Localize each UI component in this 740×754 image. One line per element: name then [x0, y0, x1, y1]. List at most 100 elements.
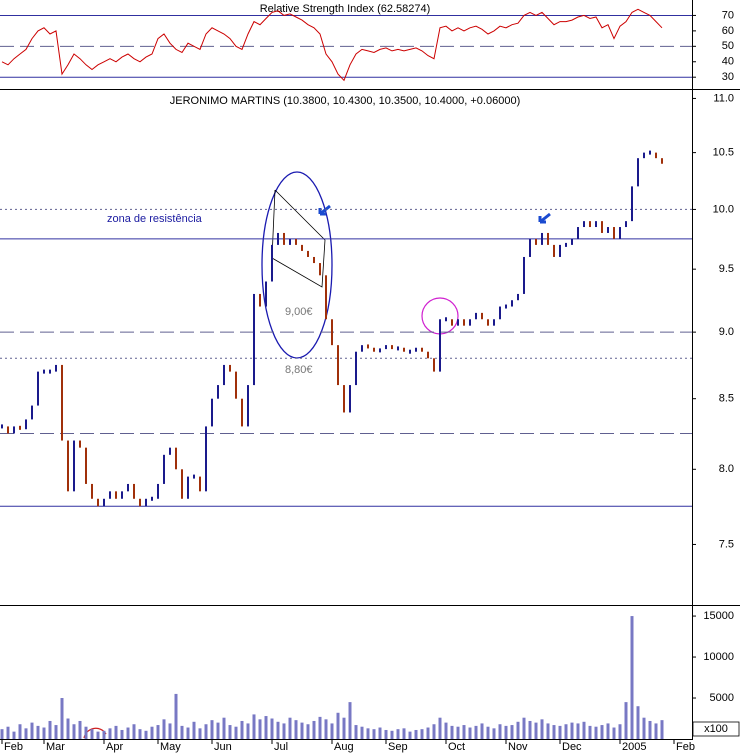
volume-bar	[648, 720, 652, 739]
volume-bar	[636, 706, 640, 739]
volume-bar	[36, 725, 40, 739]
volume-bar	[294, 720, 298, 739]
volume-bar	[390, 730, 394, 739]
x-tick-label: Feb	[676, 741, 695, 753]
y-tick-label: 8.0	[719, 463, 734, 475]
volume-bar	[78, 720, 82, 739]
x-tick-label: Jun	[214, 741, 232, 753]
volume-bar	[420, 729, 424, 739]
volume-bar	[462, 725, 466, 739]
volume-bar	[492, 728, 496, 739]
arrow	[538, 212, 551, 224]
volume-bar	[246, 723, 250, 739]
volume-bar	[432, 724, 436, 739]
volume-bar	[324, 719, 328, 739]
volume-bar	[528, 720, 532, 739]
y-tick-label: 60	[722, 25, 734, 37]
volume-bar	[582, 721, 586, 739]
volume-bar	[258, 719, 262, 739]
volume-bar	[606, 723, 610, 739]
volume-bar	[0, 729, 4, 739]
volume-bar	[282, 723, 286, 739]
x-tick-label: 2005	[622, 741, 646, 753]
volume-bar	[600, 725, 604, 739]
volume-bar	[234, 726, 238, 739]
volume-bar	[402, 728, 406, 739]
volume-bar	[570, 722, 574, 739]
volume-bar	[156, 725, 160, 739]
volume-bar	[48, 720, 52, 739]
volume-bar	[450, 725, 454, 739]
volume-bar	[126, 727, 130, 739]
annotation: 8,80€	[285, 364, 313, 376]
volume-bar	[174, 693, 178, 739]
volume-bar	[546, 723, 550, 739]
volume-bar	[558, 725, 562, 739]
volume-bar	[210, 720, 214, 739]
volume-bar	[372, 729, 376, 739]
volume-bar	[240, 720, 244, 739]
volume-bar	[426, 727, 430, 739]
x-tick-label: Mar	[46, 741, 65, 753]
price-title: JERONIMO MARTINS (10.3800, 10.4300, 10.3…	[170, 95, 520, 107]
volume-bar	[396, 729, 400, 739]
unit-box	[692, 721, 740, 737]
volume-bar	[540, 719, 544, 739]
volume-bar	[144, 730, 148, 739]
volume-bar	[192, 721, 196, 739]
volume-bar	[498, 724, 502, 739]
flag-pattern	[271, 189, 326, 288]
volume-bar	[366, 728, 370, 739]
volume-bar	[384, 729, 388, 739]
y-tick-label: 10.0	[713, 203, 734, 215]
x-tick-label: May	[160, 741, 181, 753]
volume-bar	[198, 728, 202, 739]
volume-bar	[204, 724, 208, 739]
volume-bar	[114, 725, 118, 739]
volume-bar	[552, 725, 556, 739]
volume-bar	[288, 717, 292, 739]
volume-bar	[624, 702, 628, 739]
volume-bar	[168, 723, 172, 739]
volume-bar	[60, 698, 64, 739]
volume-bar	[516, 721, 520, 739]
volume-bar	[594, 726, 598, 739]
volume-bar	[138, 729, 142, 739]
volume-bar	[468, 727, 472, 739]
y-tick-label: 15000	[703, 610, 734, 622]
volume-bar	[480, 723, 484, 739]
volume-bar	[102, 730, 106, 739]
y-tick-label: 5000	[710, 692, 734, 704]
volume-bar	[342, 717, 346, 739]
annotation: zona de resistência	[107, 213, 203, 225]
volume-bar	[534, 722, 538, 739]
volume-bar	[222, 717, 226, 739]
volume-bar	[348, 702, 352, 739]
volume-bar	[108, 728, 112, 739]
volume-bar	[612, 727, 616, 739]
x-tick-label: Dec	[562, 741, 582, 753]
volume-bar	[84, 726, 88, 739]
y-tick-label: 8.5	[719, 393, 734, 405]
x-tick-label: Feb	[4, 741, 23, 753]
volume-bar	[216, 722, 220, 739]
volume-bar	[6, 726, 10, 739]
volume-bar	[510, 725, 514, 739]
volume-bar	[150, 726, 154, 739]
volume-bar	[408, 731, 412, 739]
volume-bar	[360, 726, 364, 739]
volume-bar	[354, 725, 358, 739]
y-tick-label: 9.5	[719, 263, 734, 275]
volume-bar	[438, 717, 442, 739]
x-tick-label: Apr	[106, 741, 123, 753]
y-tick-label: 10.5	[713, 147, 734, 159]
volume-bar	[660, 720, 664, 739]
x-tick-label: Jul	[274, 741, 288, 753]
plot-area: 30 40 50 60 70 7.5 8.0 8.5 9.0 9.5 10.0 10.5 11.0 500…	[0, 8, 734, 753]
volume-bar	[630, 616, 634, 739]
y-tick-label: 7.5	[719, 538, 734, 550]
volume-bar	[12, 731, 16, 739]
rsi-title: Relative Strength Index (62.58274)	[260, 3, 431, 15]
y-tick-label: 10000	[703, 651, 734, 663]
